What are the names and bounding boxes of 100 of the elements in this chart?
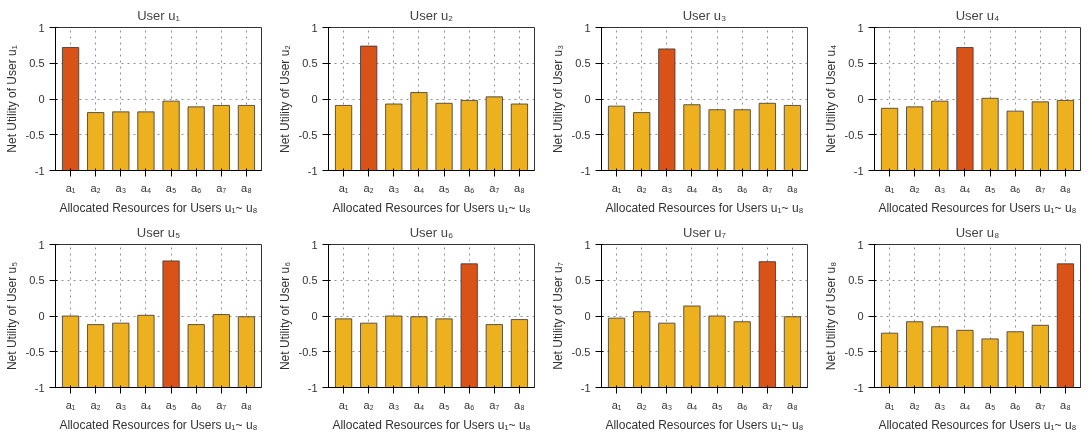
y-tick-label: -1 [307,164,318,177]
y-tick-label: 0.5 [29,57,45,70]
x-tick-label: a₃ [388,181,400,194]
x-tick-label: a₆ [463,398,475,411]
chart-title: User u₇ [683,224,727,240]
x-tick-label: a₂ [636,181,647,194]
x-tick-label: a₂ [363,398,374,411]
x-tick-label: a₄ [686,181,698,194]
chart-title: User u₂ [409,7,454,23]
chart-title: User u₅ [136,224,181,240]
x-tick-label: a₂ [90,398,101,411]
y-tick-label: 0 [311,93,318,105]
x-tick-label: a₈ [1060,398,1071,411]
x-tick-label: a₈ [241,181,252,194]
y-tick-label: -1 [580,381,591,394]
x-tick-label: a₆ [190,181,202,194]
y-tick-label: -1 [853,164,864,177]
x-tick-label: a₃ [115,398,127,411]
x-tick-label: a₃ [661,398,673,411]
y-tick-label: -0.5 [571,345,591,358]
y-axis-title: Net Utility of User u₆ [277,261,292,371]
x-axis-title: Allocated Resources for Users u₁~ u₈ [605,417,804,432]
y-tick-label: 0.5 [575,274,591,287]
y-tick-label: 0 [38,93,45,105]
y-tick-label: 0.5 [29,274,45,287]
y-tick-label: -0.5 [25,345,45,358]
y-tick-label: 1 [584,21,591,34]
x-tick-label: a₃ [388,398,400,411]
y-tick-label: -1 [307,381,318,394]
x-tick-label: a₁ [611,181,622,194]
y-tick-label: 0.5 [848,57,864,70]
x-tick-label: a₄ [959,398,971,411]
y-tick-label: -1 [580,164,591,177]
x-tick-label: a₄ [140,398,152,411]
y-tick-label: 1 [857,238,864,251]
x-tick-label: a₁ [65,398,76,411]
x-tick-label: a₇ [1035,181,1046,194]
x-tick-label: a₇ [1035,398,1046,411]
x-tick-label: a₈ [787,398,798,411]
chart-title: User u₄ [955,7,1000,23]
x-tick-label: a₃ [934,181,946,194]
y-axis-title: Net Utility of User u₇ [550,262,565,370]
x-tick-label: a₄ [413,181,425,194]
y-tick-label: -0.5 [844,345,864,358]
y-tick-label: 0 [857,93,864,105]
x-tick-label: a₈ [514,398,525,411]
x-axis-title: Allocated Resources for Users u₁~ u₈ [59,417,258,432]
y-axis-title: Net Utility of User u₈ [823,261,838,371]
x-axis-title: Allocated Resources for Users u₁~ u₈ [605,200,804,215]
x-axis-title: Allocated Resources for Users u₁~ u₈ [59,200,258,215]
chart-title: User u₈ [955,224,1000,240]
y-tick-label: 1 [584,238,591,251]
x-tick-label: a₂ [909,181,920,194]
x-tick-label: a₂ [363,181,374,194]
x-tick-label: a₅ [438,181,450,194]
y-tick-label: -0.5 [25,128,45,141]
chart-title: User u₆ [409,224,454,240]
x-tick-label: a₈ [787,181,798,194]
y-tick-label: 0 [38,310,45,322]
x-tick-label: a₅ [165,398,177,411]
x-tick-label: a₇ [216,181,227,194]
y-tick-label: 0.5 [575,57,591,70]
y-tick-label: 0 [857,310,864,322]
y-tick-label: -1 [34,381,45,394]
x-tick-label: a₆ [1009,181,1021,194]
x-tick-label: a₁ [611,398,622,411]
y-axis-title: Net Utility of User u₃ [550,44,565,154]
y-tick-label: -1 [34,164,45,177]
y-tick-label: -0.5 [844,128,864,141]
x-axis-title: Allocated Resources for Users u₁~ u₈ [878,417,1077,432]
y-tick-label: 0 [584,93,591,105]
x-tick-label: a₈ [514,181,525,194]
x-tick-label: a₃ [115,181,127,194]
x-tick-label: a₄ [413,398,425,411]
x-tick-label: a₁ [884,398,895,411]
x-tick-label: a₄ [959,181,971,194]
x-tick-label: a₂ [90,181,101,194]
x-tick-label: a₁ [884,181,895,194]
x-tick-label: a₅ [711,181,723,194]
x-tick-label: a₅ [984,181,996,194]
x-axis-title: Allocated Resources for Users u₁~ u₈ [878,200,1077,215]
x-tick-label: a₈ [1060,181,1071,194]
x-axis-title: Allocated Resources for Users u₁~ u₈ [332,200,531,215]
y-tick-label: 0.5 [302,274,318,287]
y-tick-label: 1 [311,21,318,34]
x-tick-label: a₅ [711,398,723,411]
x-tick-label: a₄ [686,398,698,411]
y-axis-title: Net Utility of User u₂ [277,44,292,154]
y-tick-label: 0.5 [848,274,864,287]
chart-title: User u₁ [137,7,181,23]
x-axis-title: Allocated Resources for Users u₁~ u₈ [332,417,531,432]
y-tick-label: 0 [311,310,318,322]
y-tick-label: 0.5 [302,57,318,70]
x-tick-label: a₇ [489,181,500,194]
y-axis-title: Net Utility of User u₁ [4,45,19,153]
x-tick-label: a₂ [909,398,920,411]
chart-title: User u₃ [682,7,727,23]
x-tick-label: a₁ [65,181,76,194]
y-tick-label: 1 [311,238,318,251]
x-tick-label: a₆ [1009,398,1021,411]
